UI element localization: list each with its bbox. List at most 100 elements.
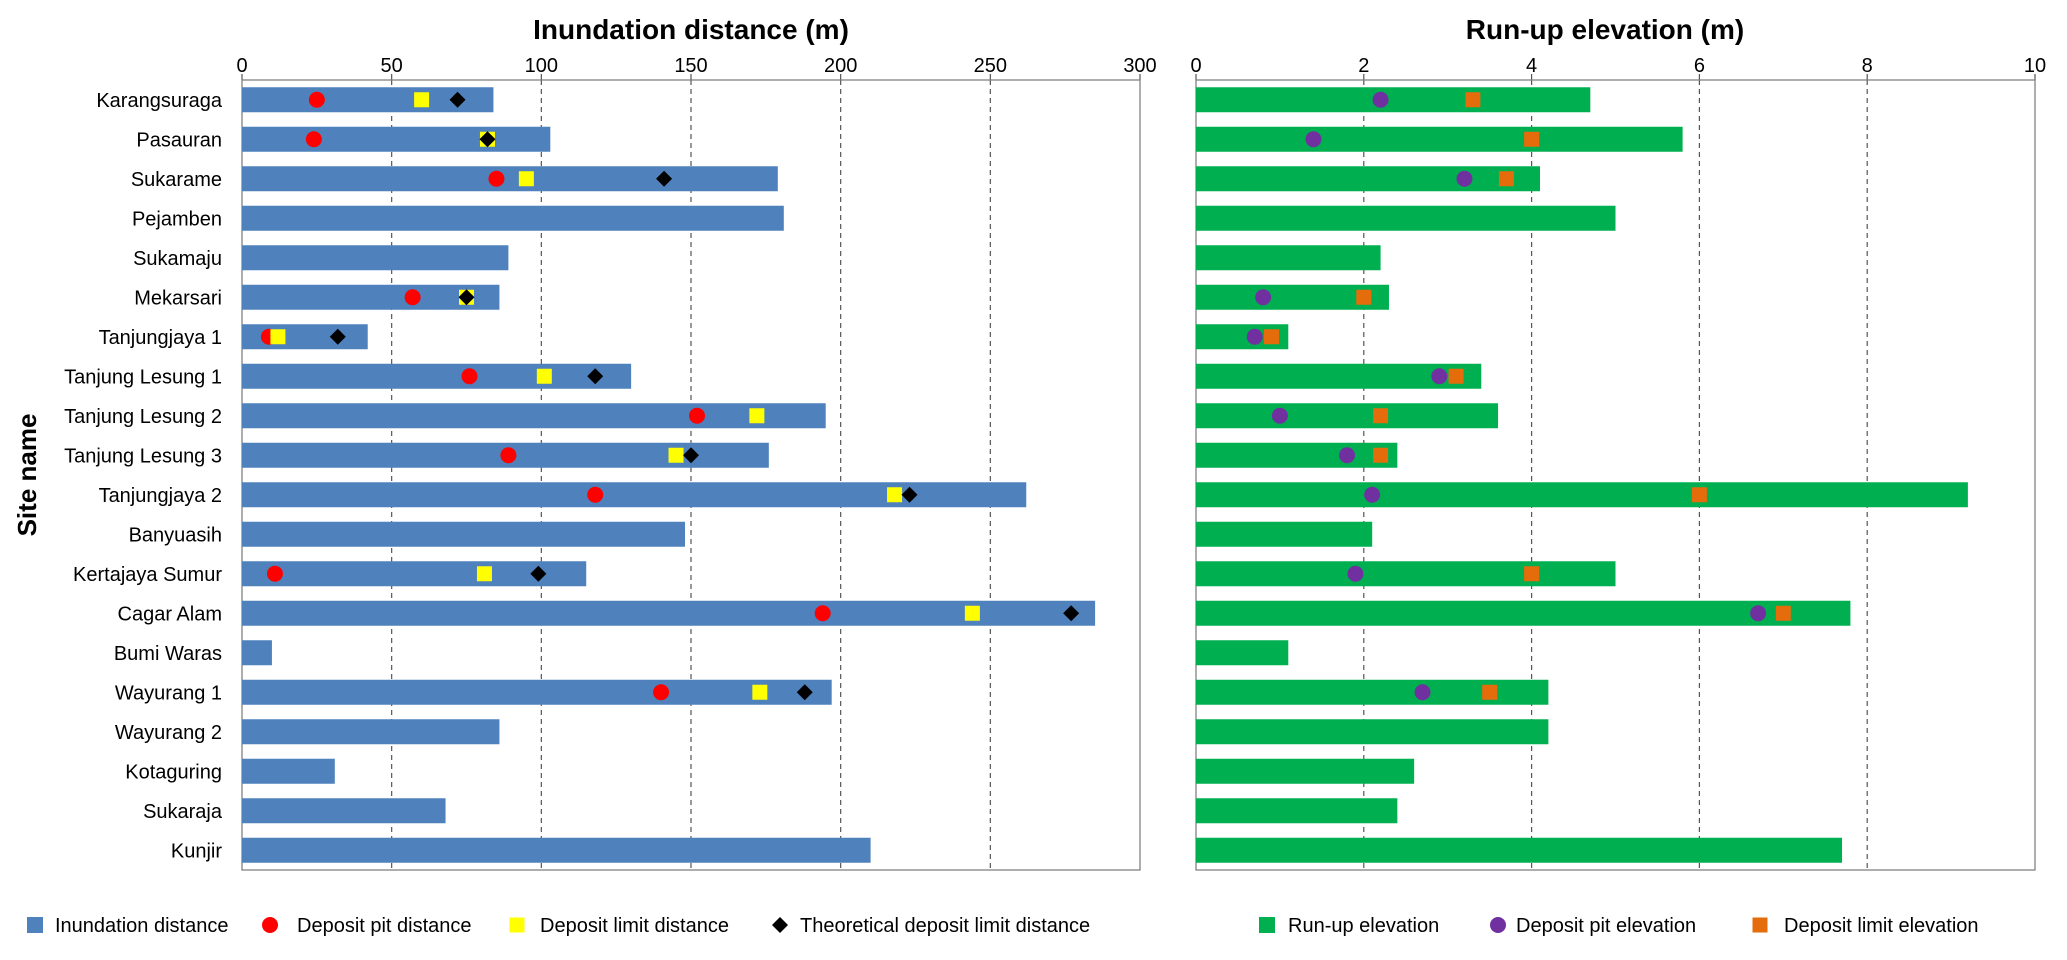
bar xyxy=(1196,798,1398,824)
pit-point xyxy=(688,407,705,424)
pit-point xyxy=(1347,565,1364,582)
x-tick-label: 50 xyxy=(381,55,403,77)
pit-point xyxy=(308,91,325,108)
y-tick-label: Pasauran xyxy=(136,129,222,151)
chart-panel-2: Run-up elevation (m) 0 2 4 6 8 10 Run-up elevat… xyxy=(1190,14,2046,937)
pit-point xyxy=(404,289,421,306)
legend-swatch xyxy=(262,917,278,933)
limit-point xyxy=(1691,487,1707,503)
bar xyxy=(1196,205,1616,231)
bar xyxy=(242,363,632,389)
limit-point xyxy=(752,684,768,700)
x-tick-label: 2 xyxy=(1358,55,1369,77)
pit-point xyxy=(1431,368,1448,385)
y-tick-label: Kotaguring xyxy=(125,761,222,783)
limit-point xyxy=(749,408,765,424)
pit-point xyxy=(1750,605,1767,622)
pit-point xyxy=(1364,486,1381,503)
x-tick-label: 150 xyxy=(674,55,707,77)
legend-swatch xyxy=(27,917,43,933)
y-tick-label: Mekarsari xyxy=(134,287,222,309)
pit-point xyxy=(461,368,478,385)
limit-point xyxy=(536,368,552,384)
bar xyxy=(1196,837,1843,863)
pit-point xyxy=(500,447,517,464)
limit-point xyxy=(1465,92,1481,108)
bar xyxy=(242,798,446,824)
pit-point xyxy=(266,565,283,582)
theoretical-limit-point xyxy=(796,684,813,701)
bar xyxy=(1196,758,1415,784)
pit-point xyxy=(1339,447,1356,464)
y-tick-label: Karangsuraga xyxy=(96,90,223,112)
limit-point xyxy=(1373,408,1389,424)
bar xyxy=(1196,245,1381,271)
legend-swatch xyxy=(772,917,788,933)
bar xyxy=(1196,166,1540,192)
plot-area-frame xyxy=(241,79,1141,871)
pit-point xyxy=(814,605,831,622)
limit-point xyxy=(1775,605,1791,621)
chart-panel-1: Inundation distance (m) 0 50 100 150 200 250 30… xyxy=(12,14,1157,937)
y-tick-label: Tanjungjaya 2 xyxy=(99,485,222,507)
y-tick-label: Bumi Waras xyxy=(114,643,222,665)
limit-point xyxy=(1264,329,1280,345)
x-tick-label: 0 xyxy=(1190,55,1201,77)
pit-point xyxy=(1414,684,1431,701)
x-tick-label: 0 xyxy=(236,55,247,77)
bar xyxy=(1196,403,1499,429)
bar xyxy=(1196,126,1683,152)
pit-point xyxy=(653,684,670,701)
theoretical-limit-point xyxy=(901,486,918,503)
bar xyxy=(1196,561,1616,587)
bar xyxy=(242,205,784,231)
bar xyxy=(242,324,368,350)
bar xyxy=(242,284,500,310)
pit-point xyxy=(1456,170,1473,187)
y-tick-label: Banyuasih xyxy=(129,524,222,546)
theoretical-limit-point xyxy=(479,131,496,148)
bar xyxy=(242,679,832,705)
bar xyxy=(1196,600,1851,626)
y-tick-label: Tanjung Lesung 3 xyxy=(64,445,222,467)
legend-swatch xyxy=(1259,917,1275,933)
limit-point xyxy=(1448,368,1464,384)
x-tick-label: 10 xyxy=(2024,55,2046,77)
y-tick-label: Tanjung Lesung 1 xyxy=(64,366,222,388)
bar xyxy=(1196,482,1968,508)
x-tick-label: 6 xyxy=(1694,55,1705,77)
x-tick-label: 100 xyxy=(525,55,558,77)
pit-point xyxy=(1305,131,1322,148)
theoretical-limit-point xyxy=(683,447,699,464)
y-tick-label: Kertajaya Sumur xyxy=(73,564,222,586)
y-tick-label: Tanjungjaya 1 xyxy=(99,327,222,349)
bar xyxy=(1196,719,1549,745)
y-tick-label: Tanjung Lesung 2 xyxy=(64,406,222,428)
limit-point xyxy=(1524,566,1540,582)
bar xyxy=(242,521,686,547)
bar xyxy=(1196,640,1289,666)
bar xyxy=(242,561,587,587)
limit-point xyxy=(887,487,903,503)
theoretical-limit-point xyxy=(458,289,475,306)
legend-label: Inundation distance xyxy=(55,915,228,937)
theoretical-limit-point xyxy=(329,328,346,345)
pit-point xyxy=(1246,328,1263,345)
pit-point xyxy=(488,170,505,187)
chart-title: Inundation distance (m) xyxy=(533,14,849,45)
theoretical-limit-point xyxy=(587,368,604,385)
pit-point xyxy=(1271,407,1288,424)
legend-label: Deposit limit distance xyxy=(540,915,729,937)
limit-point xyxy=(1524,131,1540,147)
y-tick-label: Wayurang 2 xyxy=(115,722,222,744)
bar xyxy=(1196,87,1591,113)
limit-point xyxy=(1356,289,1372,305)
chart-title: Run-up elevation (m) xyxy=(1466,14,1744,45)
limit-point xyxy=(414,92,430,108)
x-tick-label: 4 xyxy=(1526,55,1537,77)
legend-label: Deposit pit elevation xyxy=(1516,915,1696,937)
legend-swatch xyxy=(1490,917,1506,933)
y-tick-label: Sukaraja xyxy=(143,801,223,823)
limit-point xyxy=(476,566,492,582)
